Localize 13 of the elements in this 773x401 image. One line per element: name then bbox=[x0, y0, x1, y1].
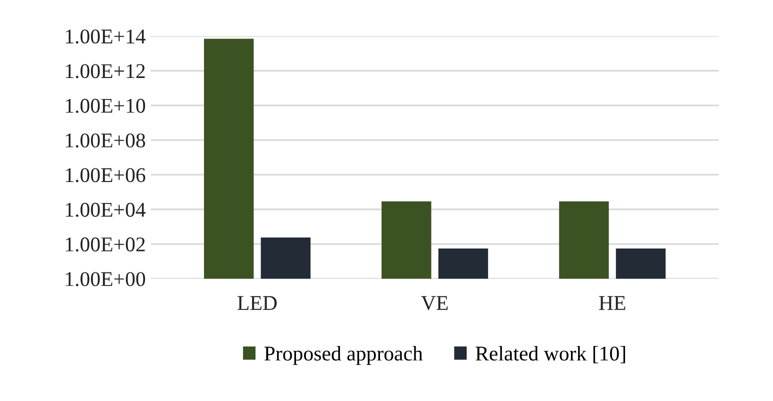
legend-label: Proposed approach bbox=[264, 346, 423, 365]
y-tick-label: 1.00E+02 bbox=[66, 237, 145, 252]
y-tick-label: 1.00E+10 bbox=[66, 98, 146, 113]
y-tick-label: 1.00E+12 bbox=[66, 64, 145, 78]
y-tick-label: 1.00E+14 bbox=[66, 29, 146, 44]
legend-label: Related work [10] bbox=[476, 346, 626, 364]
x-tick-label: VE bbox=[421, 296, 448, 310]
y-tick-label: 1.00E+06 bbox=[66, 168, 146, 182]
y-tick-label: 1.00E+04 bbox=[66, 202, 146, 217]
x-tick-label: LED bbox=[238, 296, 277, 310]
y-tick-label: 1.00E+08 bbox=[66, 133, 146, 148]
x-tick-label: HE bbox=[599, 296, 626, 310]
y-tick-label: 1.00E+00 bbox=[66, 272, 146, 286]
